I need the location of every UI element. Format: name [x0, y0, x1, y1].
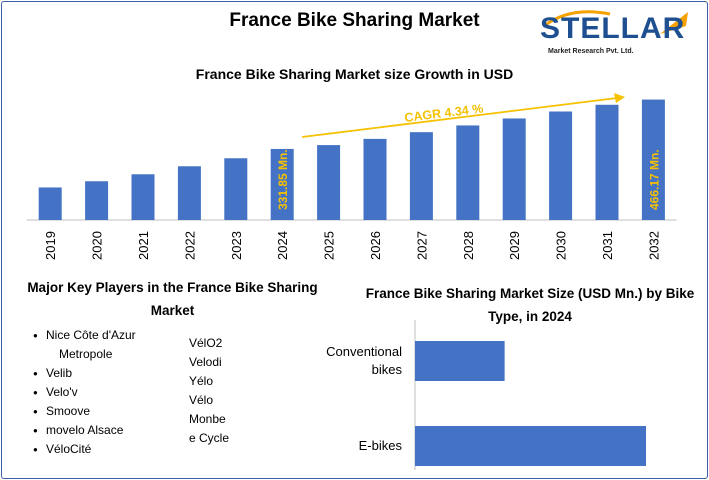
x-tick-2021: 2021: [136, 231, 151, 260]
page-title: France Bike Sharing Market: [229, 10, 480, 31]
trend-arrow-head-icon: [614, 93, 625, 103]
x-tick-2022: 2022: [182, 231, 197, 260]
x-tick-2029: 2029: [507, 231, 522, 260]
bar-e-bikes: [415, 426, 646, 466]
bar-conventional-bikes: [415, 341, 505, 381]
x-tick-2019: 2019: [43, 231, 58, 260]
x-tick-2026: 2026: [368, 231, 383, 260]
key-player-item: VéloCité: [33, 440, 136, 459]
key-player-item: movelo Alsace: [33, 421, 136, 440]
bar-2024: [270, 148, 294, 220]
bar-2031: [595, 104, 619, 220]
key-player-item: Monbe: [189, 412, 226, 426]
trend-arrow-line: [301, 97, 618, 138]
key-player-item: Metropole: [59, 347, 113, 361]
bar-2032: [641, 99, 665, 220]
x-tick-2028: 2028: [461, 231, 476, 260]
bar-2019: [38, 187, 62, 220]
x-tick-2020: 2020: [90, 231, 105, 260]
x-tick-2027: 2027: [414, 231, 429, 260]
x-tick-2024: 2024: [275, 231, 290, 260]
data-label-2032: 466.17 Mn.: [647, 149, 661, 210]
bar-2030: [549, 111, 573, 220]
bar-2022: [177, 166, 201, 220]
x-tick-2032: 2032: [646, 231, 661, 260]
bar-2026: [363, 138, 387, 220]
logo-swoosh-icon: [543, 10, 688, 34]
bike-type-chart-title: France Bike Sharing Market Size (USD Mn.…: [365, 286, 695, 324]
x-tick-2031: 2031: [600, 231, 615, 260]
key-player-item: Vélo: [189, 393, 214, 407]
bar-2020: [85, 181, 109, 220]
logo-word: STELLAR: [540, 12, 686, 45]
x-tick-2025: 2025: [322, 231, 337, 260]
key-player-item: Velodi: [189, 355, 222, 369]
key-player-item: Nice Côte d'Azur: [33, 326, 136, 345]
bar-2029: [502, 118, 526, 220]
key-player-item: e Cycle: [189, 431, 230, 445]
logo-subtitle: Market Research Pvt. Ltd.: [548, 48, 634, 55]
key-player-item: Yélo: [189, 374, 214, 388]
key-player-item: Smoove: [33, 402, 136, 421]
key-players-list-1: Nice Côte d'Azur Metropole Velib Velo'v …: [33, 326, 136, 459]
stellar-logo: STELLAR Market Research Pvt. Ltd.: [540, 4, 700, 60]
bar-2021: [131, 174, 155, 220]
growth-chart-title: France Bike Sharing Market size Growth i…: [195, 66, 514, 82]
bike-type-label-conventional: Conventional bikes: [326, 344, 402, 377]
key-players-list-2: VélO2 Velodi Yélo Vélo Monbe e Cycle: [189, 334, 229, 448]
data-label-2024: 331.85 Mn.: [276, 149, 290, 210]
key-player-item: VélO2: [189, 336, 223, 350]
bike-type-label-ebikes: E-bikes: [358, 438, 402, 453]
key-player-item: Velo'v: [33, 383, 136, 402]
x-tick-2030: 2030: [554, 231, 569, 260]
bar-2028: [456, 125, 480, 220]
bar-2027: [409, 132, 433, 220]
bar-2023: [224, 158, 248, 220]
key-players-title: Major Key Players in the France Bike Sha…: [27, 280, 318, 318]
x-tick-2023: 2023: [229, 231, 244, 260]
bar-2025: [317, 145, 341, 220]
key-player-item: Velib: [33, 364, 136, 383]
